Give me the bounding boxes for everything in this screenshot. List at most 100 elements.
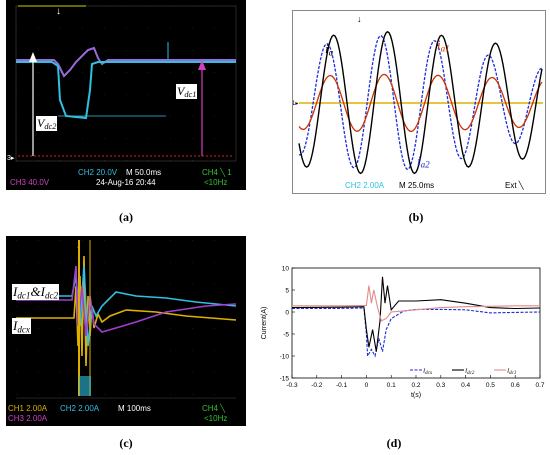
label-ia1-main: i (437, 37, 441, 52)
legend-label-main: I (464, 368, 468, 375)
panel-tag-d: (d) (386, 436, 402, 450)
scope-screen-a: ↓ 3▸ Vdc2 Vdc1 CH2 20.0V M 50.0ms CH4 ╲ (6, 0, 246, 190)
legend-label: Idc1 (506, 368, 516, 377)
legend-label-main: I (422, 368, 426, 375)
readout-ch4-c: CH4 ╲ (202, 404, 226, 413)
readout-time-a: M 50.0ms (126, 168, 162, 177)
label-ia1: ia1 (437, 37, 450, 53)
y-tick-label: 5 (285, 288, 289, 295)
readout-ch2-c: CH2 2.00A (60, 404, 100, 413)
label-vdc2-sub: dc2 (44, 122, 57, 132)
label-idcx-sub: dcx (17, 324, 30, 335)
label-idc12-sub1: dc1 (17, 290, 31, 301)
x-tick-label: -0.2 (311, 382, 323, 389)
x-tick-label: 0.4 (461, 382, 470, 389)
scope-screen-b: ↓ 1▸ ia ia1 ia2 CH2 2.00A M 25.0ms Ext ╲ (292, 10, 546, 194)
legend-label: Idc2 (464, 368, 475, 377)
y-tick-label: -5 (283, 332, 289, 339)
legend-label-sub: dcx (425, 371, 433, 376)
panel-tag-a: (a) (119, 210, 133, 224)
label-ia2: ia2 (417, 153, 430, 169)
panel-d: -0.3 -0.2 -0.1 0 0.1 0.2 0.3 0.4 0.5 0.6 0.7 -15 -10… (256, 262, 548, 455)
label-ia2-sub: a2 (420, 159, 430, 170)
panel-c: ↓ Idc1&Idc2 Idcx CH1 2.00A CH2 2.00A M 1… (6, 236, 246, 455)
channel-marker-a: 3▸ (7, 155, 15, 162)
panel-b: ↓ 1▸ ia ia1 ia2 CH2 2.00A M 25.0ms Ext ╲… (292, 10, 546, 232)
readout-time-c: M 100ms (118, 404, 151, 413)
legend-label-sub: dc1 (509, 371, 516, 376)
panel-tag-c: (c) (119, 436, 133, 450)
y-tick-label: -15 (280, 376, 290, 383)
readout-ch3-a: CH3 40.0V (10, 178, 50, 187)
x-tick-label: 0.6 (511, 382, 520, 389)
y-tick-label: -10 (280, 354, 290, 361)
series-line-i-dc1 (292, 285, 540, 322)
line-chart-d: -0.3 -0.2 -0.1 0 0.1 0.2 0.3 0.4 0.5 0.6 0.7 -15 -10… (261, 266, 545, 400)
legend-label-main: I (506, 368, 510, 375)
y-tick-label: 0 (285, 310, 289, 317)
scope-screen-c: ↓ Idc1&Idc2 Idcx CH1 2.00A CH2 2.00A M 1… (6, 236, 246, 426)
label-idcx-main: I (13, 318, 18, 333)
readout-ch1-c: CH1 2.00A (8, 404, 48, 413)
x-tick-label: 0.5 (486, 382, 495, 389)
readout-ch2-a: CH2 20.0V (78, 168, 118, 177)
trace-idc12 (16, 265, 237, 337)
channel-marker-b: 1▸ (293, 101, 298, 107)
label-ia2-main: i (417, 153, 421, 168)
label-ia1-sub: a1 (440, 43, 450, 54)
trigger-marker-a: ↓ (56, 6, 61, 17)
legend-label: Idcx (422, 368, 433, 377)
x-tick-label: 0 (365, 382, 369, 389)
readout-freq-c: <10Hz (204, 414, 228, 423)
label-idc12-main: I (13, 284, 18, 299)
series-line-i-dcx (292, 307, 541, 358)
trace-ia (298, 30, 543, 175)
readout-ch2-b: CH2 2.00A (345, 181, 385, 190)
waveform-plot-b: ↓ 1▸ (293, 14, 543, 175)
arrowhead-vdc2 (29, 52, 37, 62)
y-tick-label: 10 (282, 266, 290, 273)
x-tick-label: 0.2 (411, 382, 420, 389)
x-axis-label: t(s) (411, 392, 421, 399)
waveform-plot-a: ↓ 3▸ (7, 5, 237, 162)
panel-tag-b: (b) (408, 210, 424, 224)
label-idc12-amp: &I (30, 284, 45, 299)
readout-date-a: 24-Aug-16 20:44 (96, 178, 156, 187)
readout-ch3-c: CH3 2.00A (8, 414, 48, 423)
arrowhead-vdc1 (198, 60, 206, 70)
label-ia: ia (325, 41, 333, 57)
trace-ia2 (298, 35, 543, 170)
label-vdc2-main: V (37, 116, 45, 130)
grid-c (16, 240, 236, 398)
readout-ext-b: Ext ╲ (505, 181, 524, 190)
grid-a (16, 6, 236, 161)
x-tick-label: 0.1 (387, 382, 396, 389)
x-tick-label: 0.3 (436, 382, 445, 389)
label-ia-sub: a (328, 47, 334, 58)
readout-freq-a: <10Hz (204, 178, 228, 187)
glitch-c (79, 376, 91, 396)
readout-ch4-a: CH4 ╲ 1 (202, 168, 232, 177)
x-tick-label: -0.3 (286, 382, 298, 389)
frame-a (15, 5, 237, 162)
trace-vdc1 (16, 46, 236, 78)
trigger-marker-b: ↓ (357, 14, 362, 24)
legend-label-sub: dc2 (467, 371, 475, 376)
label-idc12: Idc1&Idc2 (12, 284, 60, 301)
label-vdc2: Vdc2 (36, 116, 58, 132)
label-idcx: Idcx (12, 318, 31, 335)
series-line-i-dc2 (291, 276, 541, 352)
y-axis-label: Current(A) (261, 307, 268, 340)
panel-a: ↓ 3▸ Vdc2 Vdc1 CH2 20.0V M 50.0ms CH4 ╲ (6, 0, 246, 232)
label-idc12-sub2: dc2 (44, 290, 59, 301)
label-vdc1-main: V (177, 84, 185, 98)
x-tick-label: -0.1 (336, 382, 348, 389)
label-vdc1-sub: dc1 (184, 90, 197, 100)
label-vdc1: Vdc1 (176, 84, 198, 100)
waveform-plot-c: ↓ (16, 240, 237, 399)
readout-time-b: M 25.0ms (399, 181, 435, 190)
label-ia-main: i (325, 41, 329, 56)
x-tick-label: 0.7 (535, 382, 544, 389)
plot-d: -0.3 -0.2 -0.1 0 0.1 0.2 0.3 0.4 0.5 0.6 0.7 -15 -10… (256, 262, 548, 412)
plot-frame (291, 267, 541, 379)
